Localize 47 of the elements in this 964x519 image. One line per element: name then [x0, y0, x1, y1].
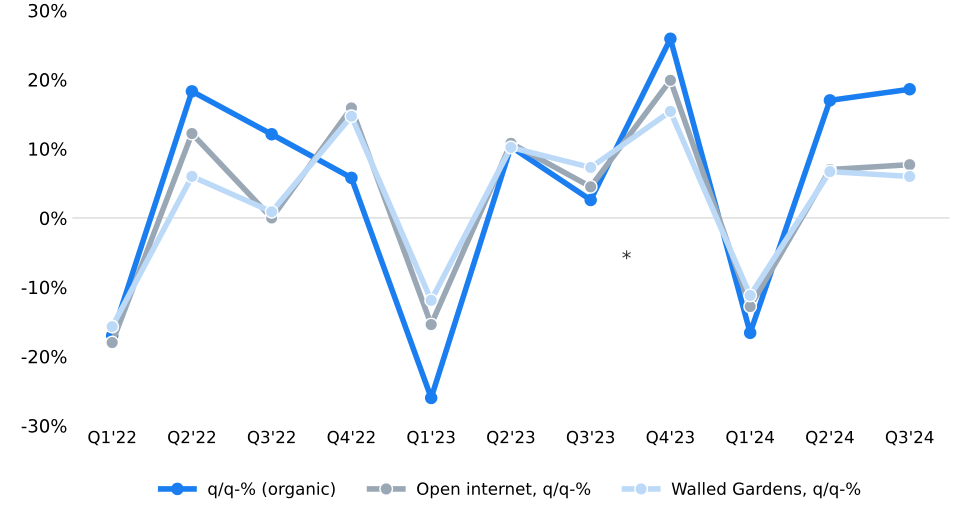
x-tick-label: Q1'24 — [726, 430, 774, 446]
y-tick-label: -20% — [22, 350, 66, 364]
x-tick-label: Q4'23 — [646, 430, 694, 446]
point — [105, 320, 120, 334]
annotation: * — [622, 250, 631, 260]
point — [663, 73, 678, 88]
y-tick-label: 30% — [28, 4, 66, 18]
point — [903, 83, 916, 96]
point — [664, 32, 677, 45]
point — [902, 158, 917, 172]
x-tick-label: Q2'24 — [806, 430, 854, 446]
point — [822, 164, 837, 179]
point — [265, 128, 278, 140]
point — [264, 204, 279, 219]
y-tick-label: -30% — [22, 419, 66, 433]
legend-label: q/q-% (organic) — [208, 482, 335, 498]
point — [184, 170, 199, 184]
point — [824, 94, 836, 107]
point — [186, 85, 198, 98]
x-tick-label: Q1'23 — [407, 430, 455, 446]
point — [584, 194, 597, 206]
y-tick-label: 10% — [29, 142, 66, 156]
legend-label: Open internet, q/q-% — [417, 482, 590, 498]
point — [424, 318, 438, 332]
point — [743, 288, 758, 302]
x-tick-label: Q2'22 — [168, 430, 216, 446]
x-tick-label: Q4'22 — [328, 430, 375, 446]
x-tick-label: Q3'24 — [886, 430, 934, 446]
point — [424, 293, 438, 308]
point — [184, 126, 199, 140]
x-tick-label: Q3'23 — [566, 430, 614, 446]
point — [744, 326, 756, 340]
y-tick-label: 20% — [28, 73, 66, 87]
point — [584, 160, 598, 174]
point — [584, 180, 598, 194]
x-tick-label: Q3'22 — [248, 430, 295, 446]
y-tick-label: 0% — [40, 211, 66, 226]
point — [345, 172, 358, 184]
legend-label: Walled Gardens, q/q-% — [672, 482, 860, 498]
point — [344, 109, 358, 124]
point — [743, 300, 758, 314]
point — [902, 170, 917, 184]
point — [663, 104, 678, 118]
point — [105, 336, 120, 350]
x-tick-label: Q2'23 — [487, 430, 534, 446]
x-tick-label: Q1'22 — [88, 430, 136, 446]
y-tick-label: -10% — [22, 280, 66, 294]
